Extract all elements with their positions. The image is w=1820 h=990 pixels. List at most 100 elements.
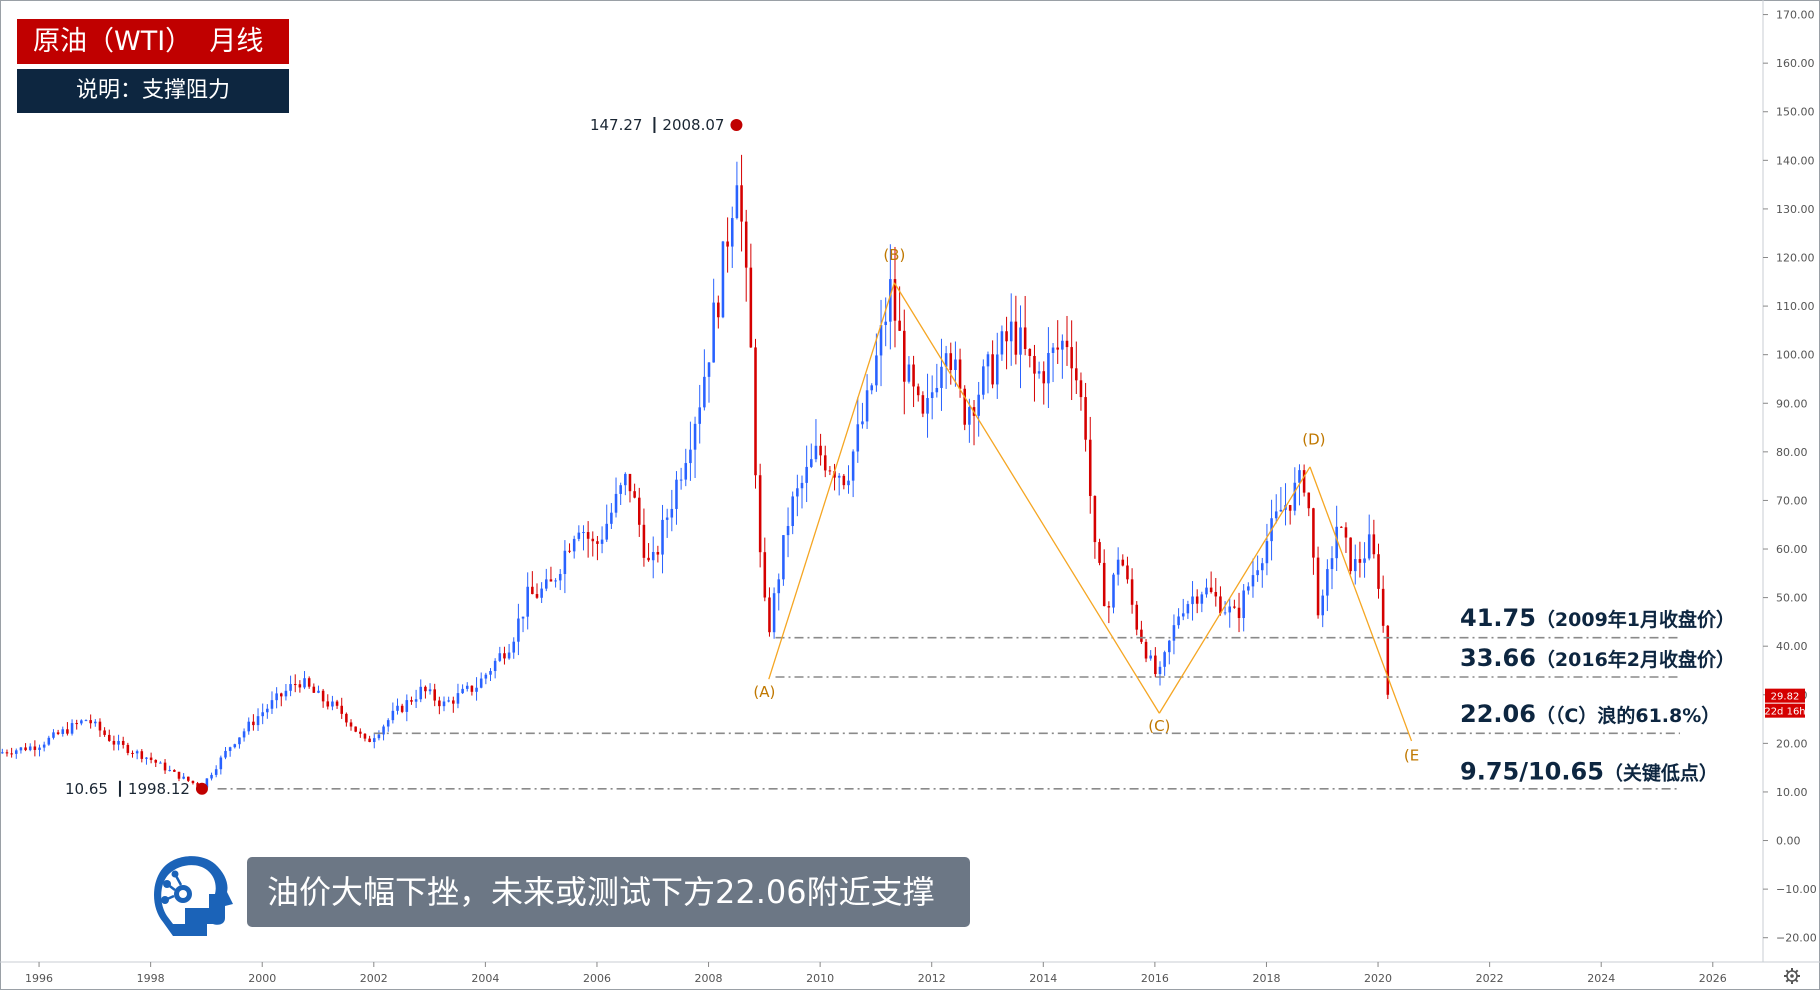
candle-body <box>624 473 627 486</box>
candle-body <box>1181 613 1185 617</box>
candle-body <box>856 424 860 452</box>
candle-body <box>596 541 599 544</box>
wave-label: (E <box>1404 746 1419 764</box>
support-note: （（C）浪的61.8%） <box>1536 704 1720 727</box>
candle-body <box>1191 596 1194 605</box>
candle-body <box>80 720 83 724</box>
wave-segment <box>893 282 1160 714</box>
candle-body <box>1088 439 1092 496</box>
time-tick-label: 2010 <box>806 972 834 985</box>
candle-body <box>1158 666 1162 675</box>
extreme-value-label: 147.27 <box>590 116 643 134</box>
candle-body <box>558 574 562 581</box>
candle-body <box>591 538 595 542</box>
elliott-wave-lines: (A) (B) (C) (D) (E <box>753 246 1419 764</box>
candle-body <box>340 705 343 714</box>
candle-body <box>284 690 288 697</box>
candle-body <box>52 732 55 738</box>
candle-body <box>335 701 339 706</box>
candle-body <box>1 752 4 754</box>
candle-body <box>275 693 278 701</box>
candle-body <box>386 720 390 727</box>
candle-body <box>1023 327 1027 349</box>
candle-body <box>210 774 213 779</box>
settings-gear-icon[interactable] <box>1784 968 1800 984</box>
candle-body <box>1009 321 1013 342</box>
candle-body <box>512 641 516 653</box>
candle-body <box>280 693 283 697</box>
candle-body <box>1047 352 1050 384</box>
candle-body <box>10 753 13 755</box>
candle-body <box>995 354 999 385</box>
chart-title: 原油（WTI） 月线 <box>17 19 289 64</box>
price-tick-label: −20.00 <box>1776 932 1817 945</box>
support-note: （2016年2月收盘价） <box>1536 648 1735 671</box>
candle-body <box>1075 368 1078 381</box>
candle-body <box>382 726 385 735</box>
support-label: 22.06（（C）浪的61.8%） <box>1460 700 1720 728</box>
candle-body <box>349 722 353 727</box>
candle-body <box>698 407 701 424</box>
candle-body <box>1005 331 1008 342</box>
candle-body <box>735 185 739 219</box>
price-tick-label: 170.00 <box>1776 9 1815 22</box>
candle-body <box>633 491 636 498</box>
candle-body <box>38 747 41 750</box>
candle-body <box>84 720 88 722</box>
candle-body <box>1247 586 1250 591</box>
candle-body <box>475 687 478 692</box>
candle-body <box>819 445 822 456</box>
candle-body <box>982 366 985 395</box>
candle-body <box>66 729 69 734</box>
candle-body <box>884 321 887 326</box>
candle-body <box>298 684 302 688</box>
candle-body <box>1177 616 1180 626</box>
candle-body <box>1205 587 1208 595</box>
candle-body <box>419 686 423 700</box>
support-value: 41.75 <box>1460 604 1536 632</box>
candle-body <box>1168 640 1171 653</box>
candle-body <box>363 733 367 739</box>
candle-body <box>1279 509 1283 512</box>
price-tick-label: 0.00 <box>1776 835 1801 848</box>
candle-body <box>1298 470 1301 483</box>
candle-body <box>252 721 255 726</box>
candle-body <box>991 354 994 385</box>
candle-body <box>396 705 399 711</box>
wave-segment <box>1309 466 1413 742</box>
candle-body <box>507 652 511 659</box>
candle-body <box>224 750 227 758</box>
candle-body <box>782 535 785 580</box>
robot-head-icon <box>154 856 233 936</box>
candle-body <box>619 485 622 494</box>
candle-body <box>870 385 874 391</box>
candle-body <box>935 387 939 393</box>
candle-body <box>354 726 357 732</box>
candle-body <box>926 398 929 414</box>
candle-body <box>14 750 18 754</box>
price-tick-label: 140.00 <box>1776 154 1815 167</box>
candle-body <box>126 744 130 753</box>
candle-body <box>1098 542 1101 563</box>
candle-body <box>1084 397 1087 440</box>
candle-body <box>605 523 609 540</box>
candle-body <box>614 493 618 513</box>
time-tick-label: 2024 <box>1587 972 1615 985</box>
time-tick-label: 2012 <box>918 972 946 985</box>
candle-body <box>628 473 632 492</box>
time-tick-label: 2016 <box>1141 972 1169 985</box>
candle-body <box>582 532 585 534</box>
candle-body <box>916 386 920 396</box>
candle-body <box>414 699 418 702</box>
last-price-value: 29.82 <box>1771 692 1800 703</box>
candle-body <box>94 721 97 724</box>
time-axis[interactable]: 1996 1998 2000 2002 2004 2006 2008 2010 2012 2014… <box>25 962 1727 985</box>
candle-body <box>1061 340 1064 350</box>
candle-body <box>1079 380 1083 398</box>
candle-body <box>1200 594 1204 604</box>
candle-body <box>205 778 209 788</box>
candle-body <box>1251 575 1255 587</box>
candle-body <box>214 769 218 775</box>
